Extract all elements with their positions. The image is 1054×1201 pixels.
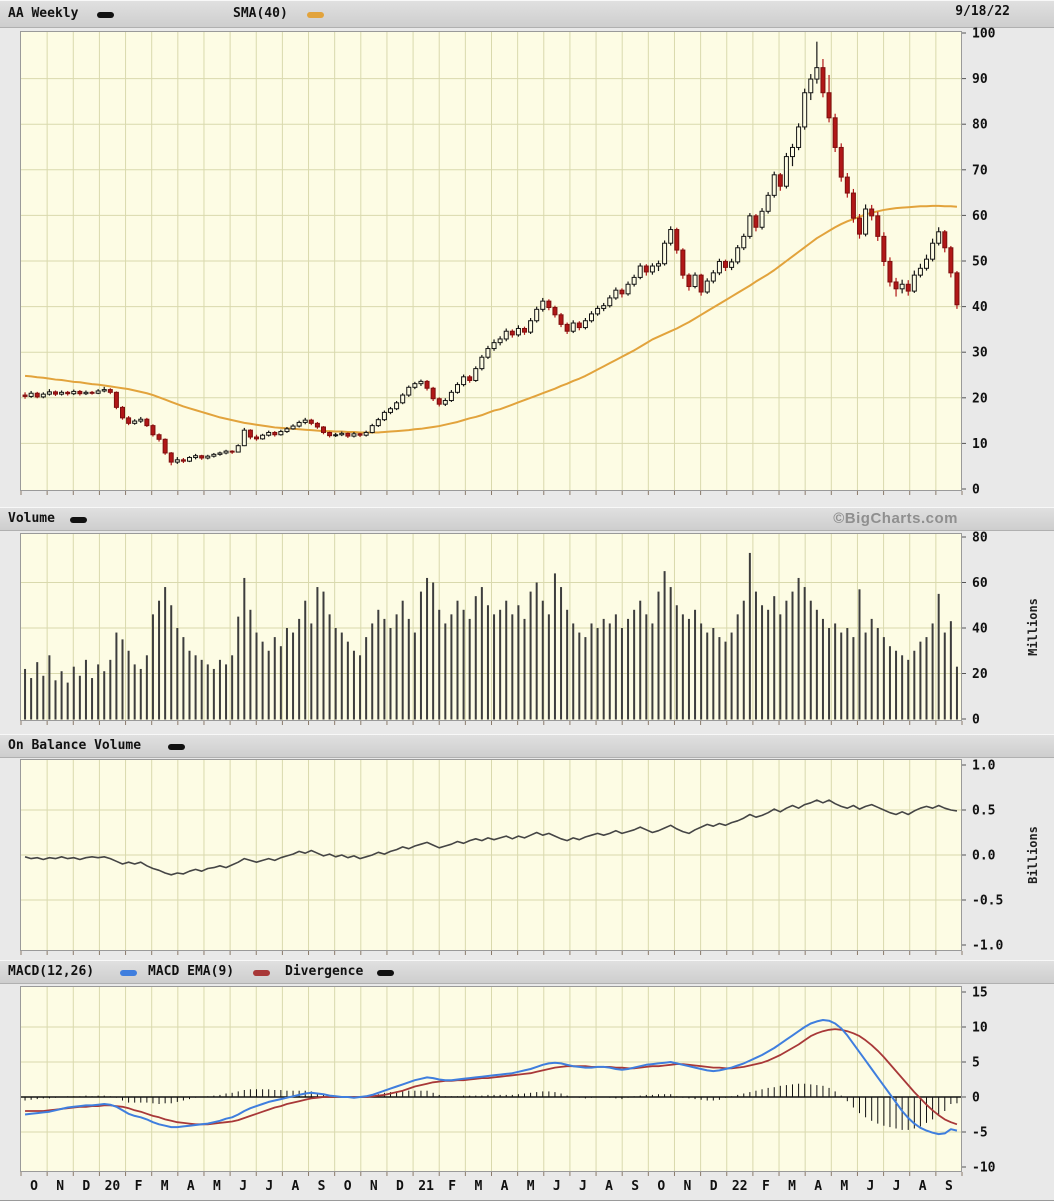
y-tick-label: -10 [972,1161,996,1176]
x-tick-label: N [56,1179,64,1194]
y-tick-label: 0 [972,483,980,498]
y-tick-label: 60 [972,576,988,591]
volume-panel: 80 60 40 20 0 [20,531,988,728]
x-tick-label: 21 [418,1179,434,1194]
y-tick-label: 0 [972,713,980,728]
volume-series-swatch [70,517,87,523]
x-tick-label: J [553,1179,561,1194]
bigcharts-watermark: ©BigCharts.com [833,510,958,527]
macd-ema-swatch [253,970,270,976]
sma-line [24,204,958,434]
chart-date: 9/18/22 [955,4,1010,19]
x-tick-label: M [788,1179,796,1194]
x-tick-label: A [814,1179,822,1194]
y-tick-label: 90 [972,72,988,87]
x-tick-label: O [344,1179,352,1194]
price-series-swatch [97,12,114,18]
macd-series-swatch [120,970,137,976]
obv-legend-label: On Balance Volume [8,738,142,753]
macd-legend-label: MACD(12,26) [8,964,95,979]
x-tick-label: J [265,1179,273,1194]
x-tick-label: D [396,1179,404,1194]
obv-series-swatch [168,744,185,750]
obv-legend-bar: On Balance Volume [0,734,1054,758]
y-tick-label: 20 [972,667,988,682]
macd-panel: 15 10 5 0 -5 -10 [20,986,996,1176]
x-tick-label: M [840,1179,848,1194]
x-tick-label: F [448,1179,456,1194]
macd-legend-bar: MACD(12,26) MACD EMA(9) Divergence [0,960,1054,984]
x-tick-label: F [762,1179,770,1194]
y-tick-label: 0 [972,1091,980,1106]
x-tick-label: M [474,1179,482,1194]
y-tick-label: 80 [972,118,988,133]
x-tick-label: M [213,1179,221,1194]
y-tick-label: 5 [972,1056,980,1071]
x-tick-label: 22 [732,1179,748,1194]
divergence-histogram [24,1083,958,1130]
x-tick-label: M [527,1179,535,1194]
x-tick-label: J [239,1179,247,1194]
sma-series-swatch [307,12,324,18]
obv-panel: 1.0 0.5 0.0 -0.5 -1.0 [20,759,1003,955]
macd-line [24,1019,958,1136]
x-tick-label: F [135,1179,143,1194]
y-tick-label: -0.5 [972,894,1003,909]
y-tick-label: -1.0 [972,939,1003,954]
y-tick-label: 50 [972,255,988,270]
x-tick-label: S [945,1179,953,1194]
y-tick-label: 20 [972,391,988,406]
obv-unit-label: Billions [1026,826,1040,884]
x-tick-label: A [187,1179,195,1194]
macd-ema-legend-label: MACD EMA(9) [148,964,235,979]
x-tick-label: A [919,1179,927,1194]
y-tick-label: 70 [972,163,988,178]
x-tick-label: O [30,1179,38,1194]
y-tick-label: 1.0 [972,759,996,774]
candlestick-series [22,41,960,466]
y-tick-label: -5 [972,1126,988,1141]
x-tick-label: N [370,1179,378,1194]
y-tick-label: 100 [972,27,996,42]
x-tick-label: A [291,1179,299,1194]
x-axis-labels: O N D 20 F M A M J J A S O N D 21 F M A M J J A S O N D 22 F M A M J J A S [30,1179,953,1194]
y-tick-label: 30 [972,346,988,361]
x-tick-label: D [710,1179,718,1194]
y-tick-label: 10 [972,437,988,452]
y-tick-label: 80 [972,531,988,546]
y-tick-label: 40 [972,622,988,637]
divergence-swatch [377,970,394,976]
symbol-period-label: AA Weekly [8,6,79,21]
y-tick-label: 10 [972,1021,988,1036]
x-tick-label: J [893,1179,901,1194]
x-tick-label: S [631,1179,639,1194]
x-tick-label: A [501,1179,509,1194]
volume-legend-label: Volume [8,511,55,526]
volume-bars [24,552,958,720]
macd-ema-line [25,1028,958,1126]
x-tick-label: 20 [105,1179,121,1194]
x-tick-label: N [684,1179,692,1194]
x-tick-label: D [82,1179,90,1194]
x-tick-label: A [605,1179,613,1194]
divergence-legend-label: Divergence [285,964,364,979]
sma-legend-label: SMA(40) [233,6,288,21]
y-tick-label: 15 [972,986,988,1001]
obv-line [24,799,958,876]
volume-unit-label: Millions [1026,598,1040,656]
x-tick-label: M [161,1179,169,1194]
y-tick-label: 0.5 [972,804,995,819]
x-tick-label: J [867,1179,875,1194]
x-tick-label: O [657,1179,665,1194]
y-tick-label: 0.0 [972,849,996,864]
x-tick-label: J [579,1179,587,1194]
price-legend-bar: AA Weekly SMA(40) 9/18/22 [0,0,1054,28]
volume-legend-bar: Volume ©BigCharts.com [0,507,1054,531]
x-tick-label: S [318,1179,326,1194]
y-tick-label: 40 [972,300,988,315]
y-tick-label: 60 [972,209,988,224]
